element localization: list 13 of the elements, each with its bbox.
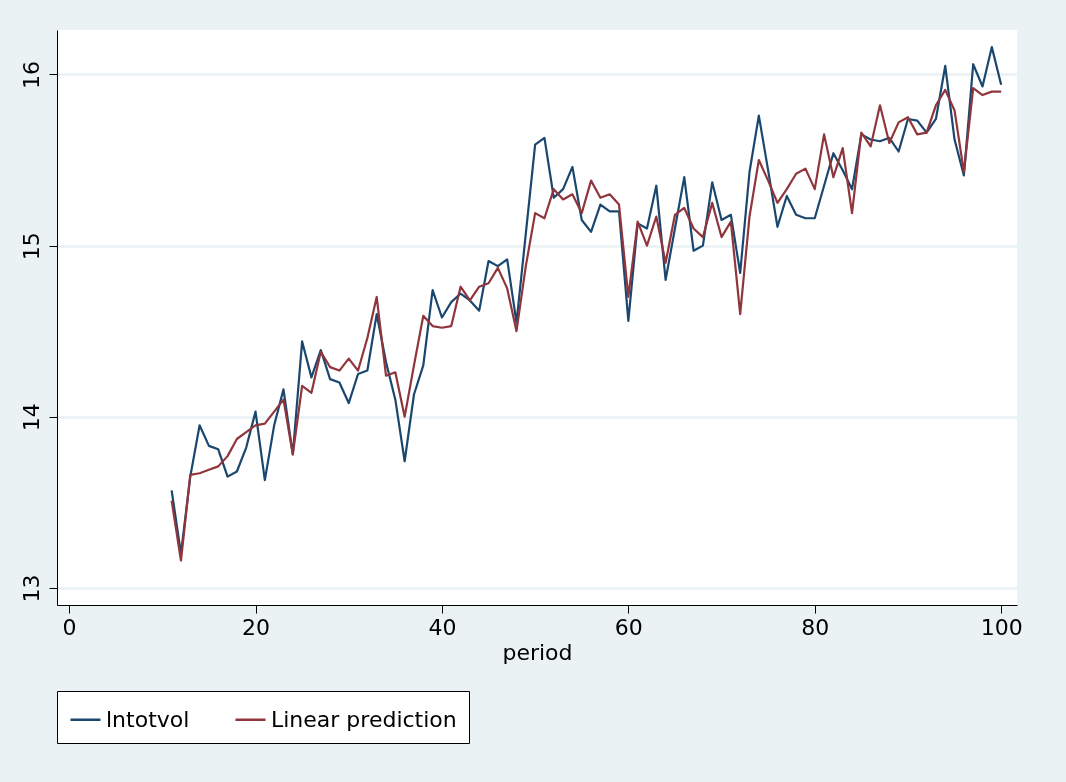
x-tick-label: 60 [614, 614, 643, 640]
x-tick-label: 20 [242, 614, 271, 640]
y-tick-label: 13 [18, 574, 44, 603]
x-tick-label: 40 [428, 614, 457, 640]
legend-label: lntotvol [106, 706, 190, 732]
y-tick-label: 15 [18, 232, 44, 261]
y-tick-label: 16 [18, 60, 44, 89]
x-tick-label: 80 [801, 614, 830, 640]
x-axis-title: period [502, 639, 573, 665]
y-tick-label: 14 [18, 403, 44, 432]
legend-label: Linear prediction [271, 706, 457, 732]
x-tick-label: 100 [980, 614, 1023, 640]
x-tick-label: 0 [62, 614, 77, 640]
